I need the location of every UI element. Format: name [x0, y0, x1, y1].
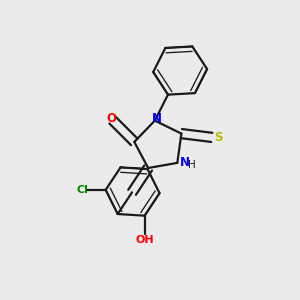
Text: Cl: Cl [76, 185, 88, 195]
Text: N: N [152, 112, 162, 125]
Text: N: N [180, 156, 190, 170]
Text: O: O [106, 112, 116, 125]
Text: OH: OH [135, 235, 154, 244]
Text: S: S [214, 131, 223, 144]
Text: H: H [188, 160, 196, 170]
